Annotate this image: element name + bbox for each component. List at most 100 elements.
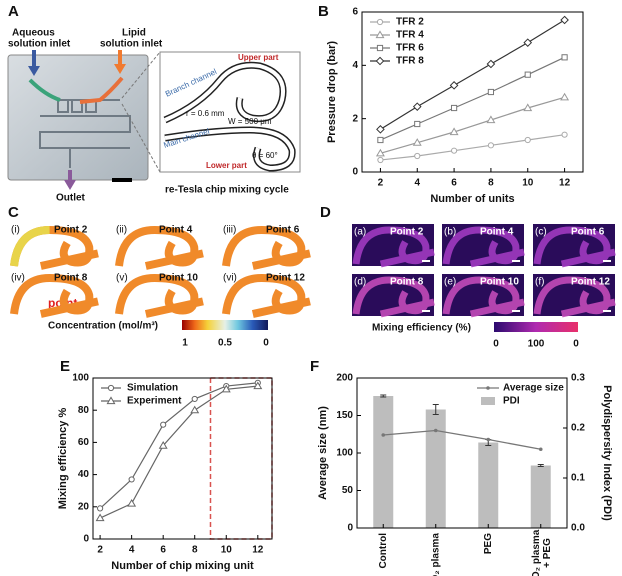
scale-bar xyxy=(603,260,611,262)
colorbar-label: Mixing efficiency (%) xyxy=(372,323,471,334)
marker xyxy=(412,138,422,146)
x-axis-label: Number of units xyxy=(430,193,514,205)
x-tick-label: Control xyxy=(378,533,389,569)
panel-label: E xyxy=(60,358,70,375)
marker xyxy=(487,142,495,149)
tile-index: (v) xyxy=(116,273,128,284)
y-axis-label: Average size (nm) xyxy=(317,406,329,500)
x-tick-label: 4 xyxy=(129,545,135,556)
panel-label: F xyxy=(310,358,319,375)
marker xyxy=(160,421,167,428)
bar xyxy=(425,409,446,528)
error-bar xyxy=(537,464,544,467)
fluor-channel xyxy=(533,226,616,268)
marker xyxy=(561,131,568,138)
marker xyxy=(450,104,458,112)
y-tick-label: 100 xyxy=(336,448,353,459)
outlet-arrow xyxy=(64,180,76,190)
marker xyxy=(128,476,135,483)
zoom-line xyxy=(121,51,161,173)
x-tick-label: 2 xyxy=(97,545,103,556)
marker xyxy=(487,88,495,96)
tile-index: (a) xyxy=(354,227,366,238)
marker xyxy=(375,148,385,157)
tile-label: Point 4 xyxy=(480,227,514,238)
marker xyxy=(376,44,384,52)
colorbar-label: Concentration (mol/m³) xyxy=(48,321,158,332)
tile-index: (f) xyxy=(535,277,544,288)
tile-label: Point 6 xyxy=(571,227,605,238)
marker xyxy=(377,156,384,164)
sim-channel xyxy=(115,273,204,318)
marker xyxy=(414,152,421,160)
scale-bar xyxy=(603,310,611,312)
tile-label: Point 6 xyxy=(266,225,300,236)
y-tick-label: 0.2 xyxy=(571,423,585,434)
tile-label: Point 8 xyxy=(390,277,424,288)
marker xyxy=(433,428,438,433)
marker xyxy=(221,384,231,393)
tesla-channel xyxy=(164,63,295,171)
x-tick-label: 8 xyxy=(192,545,198,556)
x-axis-label: Number of chip mixing unit xyxy=(111,560,254,572)
marker xyxy=(253,381,263,390)
inset-label: Lower part xyxy=(206,161,247,170)
y-axis-label: Pressure drop (bar) xyxy=(326,41,338,143)
error-bar xyxy=(432,404,439,415)
x-tick-label: PEG xyxy=(483,533,494,554)
bar xyxy=(373,396,394,528)
y-tick-label: 200 xyxy=(336,373,353,384)
fluor-channel xyxy=(352,226,435,268)
series-line xyxy=(380,96,565,154)
marker xyxy=(486,437,491,442)
series-line xyxy=(99,385,258,519)
scale-bar xyxy=(512,260,520,262)
marker xyxy=(158,441,168,449)
marker xyxy=(375,56,385,66)
y-tick-label: 2 xyxy=(352,113,358,124)
marker xyxy=(376,18,384,26)
inset-label: Upper part xyxy=(238,53,279,62)
tile-index: (iv) xyxy=(11,273,25,284)
marker xyxy=(412,102,422,111)
marker xyxy=(107,384,115,392)
inset-label: r = 0.6 mm xyxy=(186,109,225,118)
legend-label: TFR 8 xyxy=(396,56,424,67)
tile-label: Point 10 xyxy=(159,273,198,284)
marker xyxy=(523,38,533,47)
y-tick-label: 0 xyxy=(352,167,358,178)
inlet-arrow xyxy=(28,66,40,76)
error-bar xyxy=(380,394,387,398)
fluor-channel xyxy=(352,276,435,318)
tile-index: (i) xyxy=(11,225,20,236)
marker xyxy=(414,120,421,128)
aqueous-label: solution inlet xyxy=(8,39,71,50)
marker xyxy=(191,395,198,403)
colorbar xyxy=(494,322,578,332)
legend-label: Experiment xyxy=(127,396,182,407)
highlight xyxy=(209,377,273,540)
y-tick-label: 150 xyxy=(336,410,353,421)
x-tick-label: O₂ plasma + PEG xyxy=(530,527,552,576)
y-tick-label: 20 xyxy=(78,501,90,512)
scale-bar xyxy=(112,178,132,182)
y-tick-label: 50 xyxy=(342,485,354,496)
colorbar xyxy=(182,320,268,330)
y-tick-label: 6 xyxy=(352,7,358,18)
fluor-channel xyxy=(442,276,525,318)
series-line xyxy=(383,429,541,450)
series-line xyxy=(380,56,565,141)
colorbar-tick: 1 xyxy=(182,338,188,349)
marker xyxy=(95,513,105,522)
y2-axis-label: Polydispersity Index (PDI) xyxy=(601,385,613,521)
tile-index: (ii) xyxy=(116,225,127,236)
sim-channel xyxy=(10,226,50,267)
scale-bar xyxy=(422,310,430,312)
tile-index: (e) xyxy=(444,277,456,288)
colorbar-tick: 0.5 xyxy=(218,338,232,349)
lipid-flow xyxy=(79,76,124,104)
plot-frame xyxy=(361,11,584,173)
marker xyxy=(560,15,569,25)
marker xyxy=(96,505,104,512)
